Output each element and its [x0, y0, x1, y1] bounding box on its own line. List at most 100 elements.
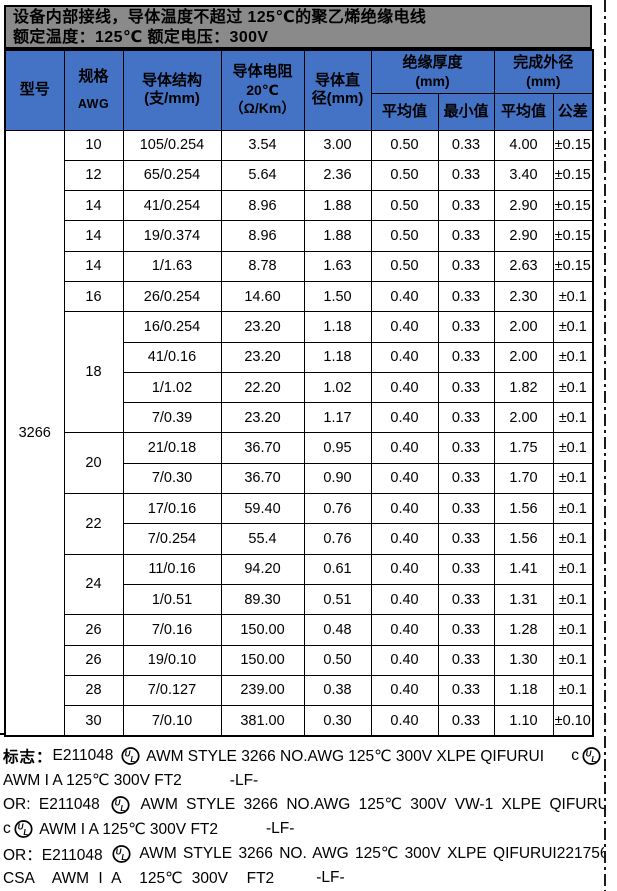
- table-cell: 3.00: [303, 129, 372, 161]
- table-cell: 1.18: [493, 674, 554, 707]
- header-finished-od: 完成外径 (mm): [493, 49, 594, 94]
- table-cell: 0.40: [370, 705, 439, 737]
- table-cell: 0.40: [370, 614, 439, 646]
- table-cell: ±0.15: [552, 220, 594, 252]
- table-cell: 1.82: [493, 371, 554, 404]
- table-row: 26 7/0.16 150.00 0.48 0.40 0.33 1.28 ±0.1: [5, 614, 594, 646]
- table-cell: 0.33: [437, 432, 495, 464]
- table-cell: 1/1.02: [122, 371, 222, 404]
- table-cell: 16/0.254: [122, 311, 222, 343]
- table-cell: 0.40: [370, 674, 439, 707]
- table-cell: 1.63: [303, 250, 372, 282]
- marking-text: 221756: [556, 844, 604, 862]
- table-cell: 0.50: [370, 220, 439, 252]
- table-cell: ±0.1: [552, 432, 594, 464]
- table-cell: 2.90: [493, 220, 554, 252]
- table-cell: 7/0.127: [122, 674, 222, 707]
- wire-spec-table: 型号 规格 AWG 导体结构 (支/mm) 导体电阻 20℃ （Ω/Km）: [4, 49, 595, 737]
- table-cell: 1.28: [493, 614, 554, 646]
- spec-sheet: 设备内部接线，导体温度不超过 125℃的聚乙烯绝缘电线 额定温度：125℃ 额定…: [4, 5, 595, 737]
- awg-cell: 12: [63, 159, 124, 192]
- header-conductor-diameter: 导体直 径(mm): [303, 49, 372, 131]
- table-row: 20 21/0.18 36.70 0.95 0.40 0.33 1.75 ±0.1: [5, 432, 594, 495]
- table-cell: ±0.1: [552, 523, 594, 555]
- table-cell: 0.40: [370, 371, 439, 404]
- table-cell: 1.88: [303, 220, 372, 252]
- table-cell: 0.33: [437, 280, 495, 313]
- table-cell: ±0.1: [552, 553, 594, 585]
- table-cell: 0.33: [437, 674, 495, 707]
- awg-cell: 28: [63, 674, 124, 707]
- table-cell: ±0.1: [552, 371, 594, 404]
- table-cell: 36.70: [220, 432, 305, 464]
- table-row: 14 19/0.374 8.96 1.88 0.50 0.33 2.90 ±0.15: [5, 220, 594, 252]
- awg-cell: 14: [63, 220, 124, 252]
- table-cell: 0.40: [370, 583, 439, 616]
- marking-text: c: [571, 747, 579, 765]
- table-row: 1/1.02 22.20 1.02 0.40 0.33 1.82 ±0.1: [5, 371, 594, 404]
- svg-text:U: U: [116, 847, 122, 856]
- table-cell: 105/0.254: [122, 129, 222, 161]
- table-cell: 150.00: [220, 644, 305, 676]
- marking-line: CSA AWM I A 125℃ 300V FT2 -LF-: [3, 866, 604, 890]
- svg-text:U: U: [124, 750, 130, 759]
- table-row: 16 26/0.254 14.60 1.50 0.40 0.33 2.30 ±0.1: [5, 280, 594, 313]
- marking-text: AWM I A 125℃ 300V FT2: [35, 820, 218, 838]
- table-cell: ±0.1: [552, 462, 594, 495]
- table-cell: 1.10: [493, 705, 554, 737]
- table-cell: 2.30: [493, 280, 554, 313]
- table-cell: 7/0.30: [122, 462, 222, 495]
- table-cell: 89.30: [220, 583, 305, 616]
- awg-cell: 26: [63, 644, 124, 676]
- header-od-tolerance: 公差: [552, 92, 594, 131]
- awg-cell: 14: [63, 250, 124, 282]
- table-cell: 2.36: [303, 159, 372, 192]
- marking-text: OR：E211048: [3, 846, 109, 864]
- header-spec-awg: 规格 AWG: [63, 49, 124, 131]
- table-row: 7/0.254 55.4 0.76 0.40 0.33 1.56 ±0.1: [5, 523, 594, 555]
- table-cell: 0.40: [370, 493, 439, 525]
- table-cell: 0.48: [303, 614, 372, 646]
- table-cell: 2.00: [493, 311, 554, 343]
- table-cell: 0.30: [303, 705, 372, 737]
- table-cell: 1.18: [303, 341, 372, 373]
- table-cell: 1.02: [303, 371, 372, 404]
- table-row: 24 11/0.16 94.20 0.61 0.40 0.33 1.41 ±0.1: [5, 553, 594, 616]
- table-cell: 2.90: [493, 190, 554, 222]
- table-cell: ±0.1: [552, 614, 594, 646]
- table-cell: 14.60: [220, 280, 305, 313]
- table-cell: 0.33: [437, 220, 495, 252]
- marking-text: AWM I A 125℃ 300V FT2: [3, 772, 182, 790]
- table-cell: 239.00: [220, 674, 305, 707]
- page-boundary-dashdot-line: [604, 0, 606, 891]
- marking-line: AWM I A 125℃ 300V FT2 -LF-: [3, 768, 604, 792]
- table-cell: 0.33: [437, 190, 495, 222]
- svg-text:L: L: [23, 828, 28, 837]
- awg-cell: 18: [63, 311, 124, 434]
- doc-rating: 额定温度：125℃ 额定电压：300V: [13, 29, 269, 46]
- marking-text: -LF-: [266, 820, 295, 838]
- table-row: 14 41/0.254 8.96 1.88 0.50 0.33 2.90 ±0.15: [5, 190, 594, 222]
- marking-text: AWM STYLE 3266 NO.AWG 125℃ 300V VW-1 XLP…: [133, 796, 604, 814]
- table-cell: 0.50: [303, 644, 372, 676]
- table-cell: 3.40: [493, 159, 554, 192]
- marking-text: CSA AWM I A 125℃ 300V FT2: [3, 869, 275, 887]
- svg-text:L: L: [120, 804, 125, 813]
- table-cell: 0.50: [370, 129, 439, 161]
- table-cell: 94.20: [220, 553, 305, 585]
- marking-text: E211048: [52, 747, 118, 765]
- table-cell: ±0.1: [552, 583, 594, 616]
- table-cell: ±0.10: [552, 705, 594, 737]
- table-cell: 7/0.39: [122, 402, 222, 434]
- table-row: 14 1/1.63 8.78 1.63 0.50 0.33 2.63 ±0.15: [5, 250, 594, 282]
- table-cell: 1.30: [493, 644, 554, 676]
- marking-text: OR: E211048: [3, 795, 109, 813]
- table-cell: ±0.15: [552, 129, 594, 161]
- table-header: 型号 规格 AWG 导体结构 (支/mm) 导体电阻 20℃ （Ω/Km）: [4, 49, 594, 131]
- table-cell: 0.90: [303, 462, 372, 495]
- table-cell: 1.75: [493, 432, 554, 464]
- table-row: 30 7/0.10 381.00 0.30 0.40 0.33 1.10 ±0.10: [5, 705, 594, 737]
